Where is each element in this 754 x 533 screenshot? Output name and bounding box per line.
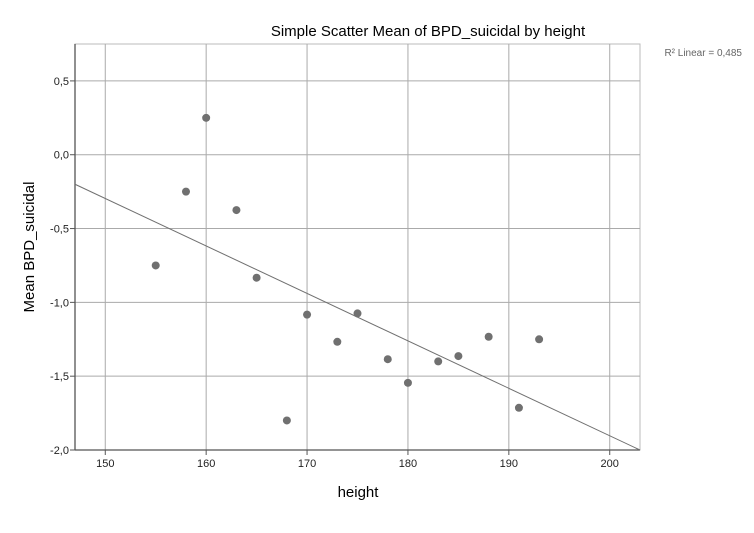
data-point [535, 335, 544, 344]
data-point [151, 261, 160, 270]
data-point [403, 378, 412, 387]
data-point [252, 273, 261, 282]
y-axis-label: Mean BPD_suicidal [21, 182, 38, 313]
x-tick-label: 160 [197, 458, 215, 470]
plot-frame [74, 43, 641, 451]
data-point [353, 309, 362, 318]
data-point [303, 310, 312, 319]
grid-y [75, 80, 640, 451]
grid-x [104, 44, 611, 450]
x-tick-label: 190 [500, 458, 518, 470]
data-point [232, 206, 241, 215]
x-axis-label: height [338, 484, 380, 501]
data-points [151, 113, 544, 425]
data-point [282, 416, 291, 425]
r-squared-annotation: R² Linear = 0,485 [664, 48, 742, 59]
data-point [434, 357, 443, 366]
y-axis-ticks: 0,5 0,0 -0,5 -1,0 -1,5 -2,0 [50, 76, 75, 457]
y-tick-label: -1,5 [50, 371, 69, 383]
x-tick-label: 200 [601, 458, 619, 470]
x-tick-label: 170 [298, 458, 316, 470]
y-tick-label: 0,5 [54, 76, 69, 88]
y-tick-label: -2,0 [50, 445, 69, 457]
data-point [383, 355, 392, 364]
y-tick-label: -0,5 [50, 224, 69, 236]
data-point [514, 403, 523, 412]
y-tick-label: -1,0 [50, 297, 69, 309]
data-point [181, 187, 190, 196]
x-tick-label: 180 [399, 458, 417, 470]
y-tick-label: 0,0 [54, 150, 69, 162]
chart-title: Simple Scatter Mean of BPD_suicidal by h… [271, 23, 586, 40]
x-tick-label: 150 [96, 458, 114, 470]
data-point [333, 337, 342, 346]
plot-area: 150 160 170 180 190 200 0,5 0,0 -0,5 -1,0 -1,5 -2,… [50, 43, 641, 470]
data-point [454, 352, 463, 361]
data-point [202, 113, 211, 122]
x-axis-ticks: 150 160 170 180 190 200 [96, 450, 619, 470]
data-point [484, 332, 493, 341]
